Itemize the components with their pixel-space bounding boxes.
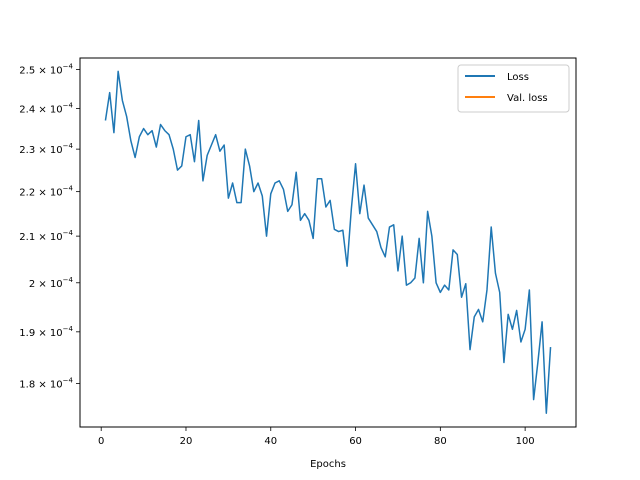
y-tick-label: 1.9 × 10−4 (19, 325, 73, 339)
y-tick-label: 1.8 × 10−4 (19, 377, 73, 391)
legend-label-loss: Loss (507, 72, 529, 83)
x-axis-ticks: 0 20 40 60 80 100 (98, 427, 535, 447)
y-tick-label: 2 × 10−4 (29, 276, 74, 290)
y-tick-label: 2.4 × 10−4 (19, 101, 73, 115)
series-layer (104, 70, 552, 414)
x-tick-label: 0 (98, 436, 104, 447)
plot-frame (79, 57, 577, 428)
y-tick-label: 2.2 × 10−4 (19, 185, 73, 199)
legend: Loss Val. loss (457, 64, 570, 113)
legend-label-val-loss: Val. loss (507, 93, 548, 104)
x-tick-label: 40 (264, 436, 277, 447)
axes-frame (79, 57, 577, 428)
y-tick-label: 2.1 × 10−4 (19, 229, 73, 243)
x-tick-label: 80 (434, 436, 447, 447)
series-line-0 (104, 70, 552, 414)
y-tick-label: 2.5 × 10−4 (19, 62, 73, 76)
y-tick-label: 2.3 × 10−4 (19, 142, 73, 156)
x-tick-label: 60 (349, 436, 362, 447)
x-axis-label: Epochs (310, 459, 346, 470)
plot-area (80, 58, 576, 427)
y-axis-ticks: 2.5 × 10−4 2.4 × 10−4 2.3 × 10−4 2.2 × 10−4… (19, 62, 80, 391)
x-tick-label: 20 (180, 436, 193, 447)
x-tick-label: 100 (516, 436, 535, 447)
